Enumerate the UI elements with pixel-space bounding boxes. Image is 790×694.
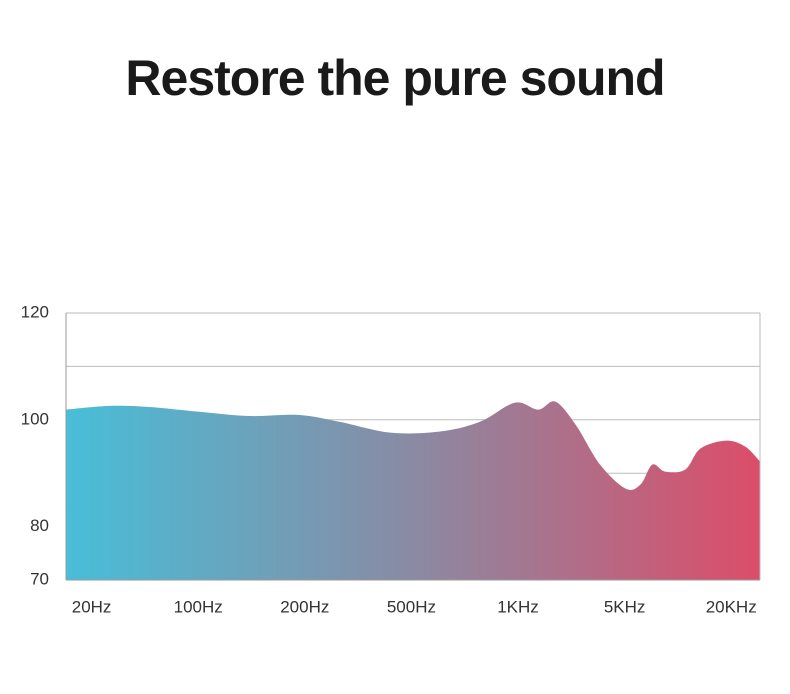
y-tick-label: 100	[21, 409, 49, 428]
y-tick-label: 70	[30, 569, 49, 588]
x-tick-label: 20KHz	[706, 597, 757, 616]
y-tick-label: 120	[21, 302, 49, 321]
chart-title: Restore the pure sound	[125, 50, 664, 106]
y-tick-label: 80	[30, 516, 49, 535]
x-tick-label: 200Hz	[280, 597, 329, 616]
x-tick-label: 500Hz	[387, 597, 436, 616]
x-tick-label: 100Hz	[174, 597, 223, 616]
x-tick-label: 5KHz	[604, 597, 646, 616]
x-tick-label: 1KHz	[497, 597, 539, 616]
response-area	[66, 401, 760, 580]
x-tick-label: 20Hz	[72, 597, 112, 616]
